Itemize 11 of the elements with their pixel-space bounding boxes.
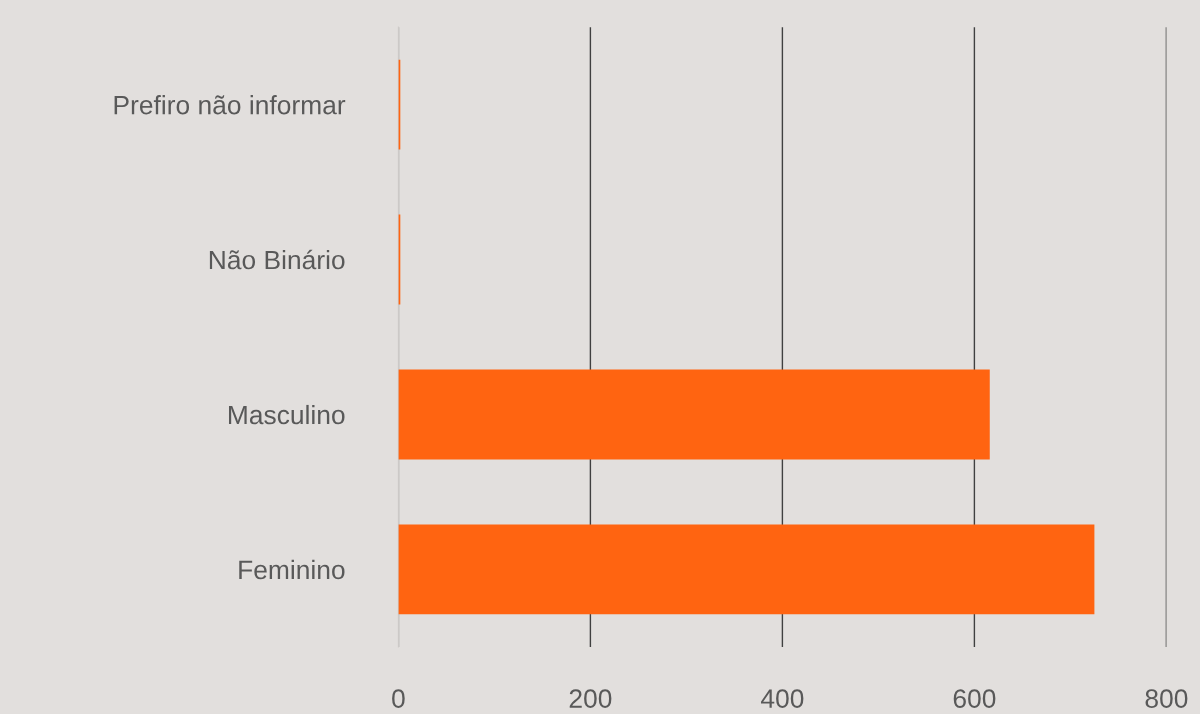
- x-tick-label: 600: [953, 689, 996, 708]
- y-tick-label: Feminino: [239, 559, 345, 580]
- y-tick-label: Masculino: [228, 404, 345, 425]
- bar: [398, 524, 1095, 615]
- x-tick-label: 400: [760, 689, 804, 708]
- x-tick-label: 200: [569, 689, 612, 708]
- x-tick-label: 800: [1145, 689, 1188, 708]
- y-tick-label: Prefiro não informar: [114, 95, 346, 115]
- bar: [398, 369, 990, 460]
- y-tick-label: Não Binário: [209, 249, 345, 270]
- x-tick-label: 0: [392, 689, 405, 708]
